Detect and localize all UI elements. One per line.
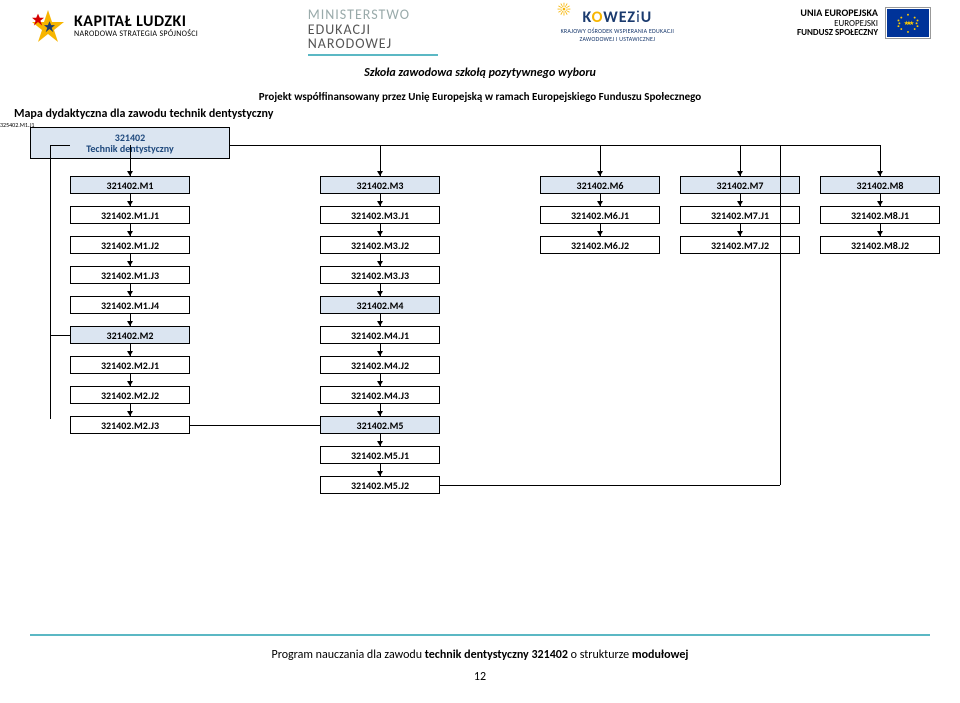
page-number: 12 <box>0 670 960 684</box>
kow-subtitle: KRAJOWY OŚRODEK WSPIERANIA EDUKACJI ZAWO… <box>547 27 687 43</box>
unit-321402.M5.J2: 321402.M5.J2 <box>320 476 440 494</box>
koweziu-logo: ☀ KOWEZiU KRAJOWY OŚRODEK WSPIERANIA EDU… <box>547 8 687 43</box>
unit-321402.M8.J1: 321402.M8.J1 <box>820 206 940 224</box>
eu-l3: FUNDUSZ SPOŁECZNY <box>797 28 878 37</box>
unit-321402.M1.J2: 321402.M1.J2 <box>70 236 190 254</box>
unit-321402.M3.J3: 321402.M3.J3 <box>320 266 440 284</box>
unit-321402.M3.J1: 321402.M3.J1 <box>320 206 440 224</box>
unit-321402.M4.J2: 321402.M4.J2 <box>320 356 440 374</box>
footer-text: Program nauczania dla zawodu technik den… <box>0 648 960 662</box>
unit-321402.M7.J1: 321402.M7.J1 <box>680 206 800 224</box>
unit-321402.M1.J1: 321402.M1.J1 <box>70 206 190 224</box>
men-logo: MINISTERSTWO EDUKACJI NARODOWEJ <box>308 8 438 56</box>
footer-divider <box>30 634 930 636</box>
module-M4: 321402.M4 <box>320 296 440 314</box>
unit-321402.M8.J2: 321402.M8.J2 <box>820 236 940 254</box>
men-underline <box>308 54 438 56</box>
eu-logo: UNIA EUROPEJSKA EUROPEJSKI FUNDUSZ SPOŁE… <box>797 8 930 38</box>
unit-321402.M2.J1: 321402.M2.J1 <box>70 356 190 374</box>
module-321402.M6: 321402.M6 <box>540 176 660 194</box>
unit-321402.M1.J4: 321402.M1.J4 <box>70 296 190 314</box>
module-321402.M7: 321402.M7 <box>680 176 800 194</box>
unit-321402.M4.J1: 321402.M4.J1 <box>320 326 440 344</box>
module-321402.M3: 321402.M3 <box>320 176 440 194</box>
unit-321402.M6.J1: 321402.M6.J1 <box>540 206 660 224</box>
unit-321402.M7.J2: 321402.M7.J2 <box>680 236 800 254</box>
header: KAPITAŁ LUDZKI NARODOWA STRATEGIA SPÓJNO… <box>0 0 960 60</box>
kow-logo-text: ☀ KOWEZiU <box>547 8 687 27</box>
module-M2: 321402.M2 <box>70 326 190 344</box>
module-321402.M8: 321402.M8 <box>820 176 940 194</box>
map-title: Mapa dydaktyczna dla zawodu technik dent… <box>0 103 960 121</box>
kl-star-icon <box>30 8 66 44</box>
men-l3: NARODOWEJ <box>308 37 438 52</box>
unit-321402.M2.J3: 321402.M2.J3 <box>70 416 190 434</box>
kl-subtitle: NARODOWA STRATEGIA SPÓJNOŚCI <box>74 30 198 38</box>
unit-321402.M1.J3: 321402.M1.J3 <box>70 266 190 284</box>
project-line: Projekt współfinansowany przez Unię Euro… <box>0 90 960 103</box>
unit-321402.M4.J3: 321402.M4.J3 <box>320 386 440 404</box>
slogan: Szkoła zawodowa szkołą pozytywnego wybor… <box>0 66 960 80</box>
kl-title: KAPITAŁ LUDZKI <box>74 14 198 30</box>
eu-flag-icon: ★ ★ ★ <box>886 8 930 38</box>
unit-321402.M5.J1: 321402.M5.J1 <box>320 446 440 464</box>
didactic-map-chart: 321402Technik dentystyczny321402.M132140… <box>0 121 960 591</box>
unit-321402.M2.J2: 321402.M2.J2 <box>70 386 190 404</box>
unit-321402.M6.J2: 321402.M6.J2 <box>540 236 660 254</box>
kapital-ludzki-logo: KAPITAŁ LUDZKI NARODOWA STRATEGIA SPÓJNO… <box>30 8 198 44</box>
module-321402.M1: 321402.M1 <box>70 176 190 194</box>
unit-321402.M3.J2: 321402.M3.J2 <box>320 236 440 254</box>
module-M5: 321402.M5 <box>320 416 440 434</box>
